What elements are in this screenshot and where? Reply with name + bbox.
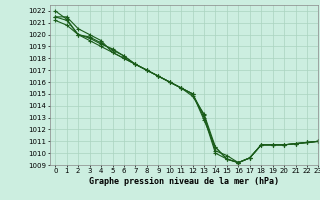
X-axis label: Graphe pression niveau de la mer (hPa): Graphe pression niveau de la mer (hPa) [89, 177, 279, 186]
